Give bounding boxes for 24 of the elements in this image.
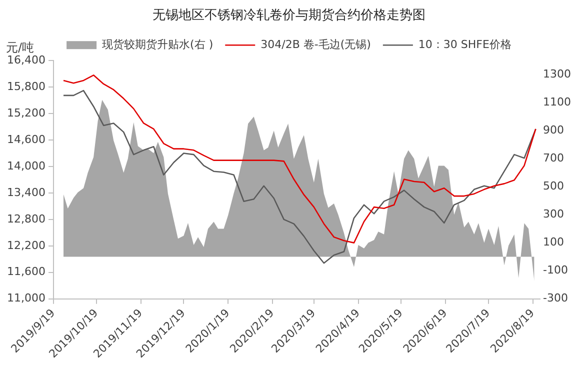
y2-tick-label: 100 xyxy=(543,236,564,249)
y-tick-label: 14,000 xyxy=(6,159,46,172)
y-tick-label: 15,800 xyxy=(6,80,46,93)
y-tick-label: 13,400 xyxy=(6,186,46,199)
y2-tick-label: 1100 xyxy=(543,96,572,108)
legend-label: 现货较期货升贴水(右 ) xyxy=(102,38,214,51)
y-axis-title: 元/吨 xyxy=(6,40,34,55)
y-tick-label: 11,600 xyxy=(6,265,46,278)
y2-tick-label: -300 xyxy=(543,292,568,305)
y-tick-label: 15,200 xyxy=(6,106,46,120)
y-tick-label: 12,200 xyxy=(6,238,46,252)
y-tick-label: 16,400 xyxy=(6,53,46,66)
y2-tick-label: 1300 xyxy=(543,67,572,80)
y2-tick-label: -100 xyxy=(543,264,568,277)
y2-tick-label: 500 xyxy=(543,180,564,193)
chart-title: 无锡地区不锈钢冷轧卷价与期货合约价格走势图 xyxy=(152,8,426,24)
y-tick-label: 14,600 xyxy=(6,132,46,146)
y-tick-label: 11,000 xyxy=(6,292,46,305)
y2-tick-label: 900 xyxy=(543,124,564,137)
y2-tick-label: 700 xyxy=(543,152,564,165)
legend-label: 10：30 SHFE价格 xyxy=(418,38,512,51)
legend-label: 304/2B 卷-毛边(无锡) xyxy=(260,38,371,51)
y2-tick-label: 300 xyxy=(543,208,564,221)
y-tick-label: 12,800 xyxy=(6,212,46,226)
